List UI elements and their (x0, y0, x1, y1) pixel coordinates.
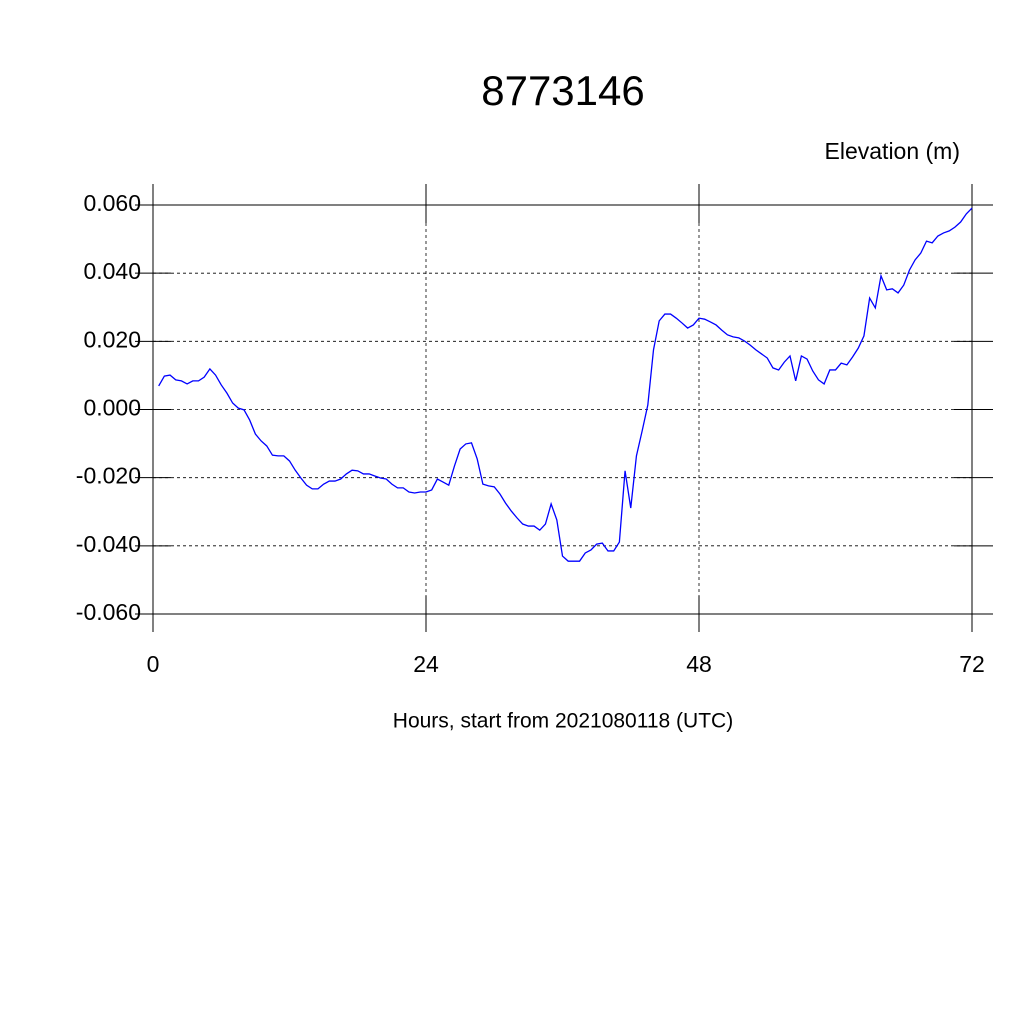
x-tick-label: 24 (413, 651, 439, 677)
y-tick-label: 0.000 (83, 395, 141, 421)
y-tick-label: 0.040 (83, 258, 141, 284)
x-axis-label: Hours, start from 2021080118 (UTC) (393, 710, 733, 733)
x-tick-label: 72 (959, 651, 985, 677)
chart-title: 8773146 (481, 67, 645, 114)
x-tick-label: 0 (147, 651, 160, 677)
y-tick-label: -0.060 (76, 599, 141, 625)
x-tick-label: 48 (686, 651, 712, 677)
data-line (158, 207, 973, 562)
y-tick-label: 0.020 (83, 326, 141, 352)
y-tick-label: 0.060 (83, 190, 141, 216)
y-axis-label: Elevation (m) (825, 138, 960, 164)
y-tick-label: -0.040 (76, 531, 141, 557)
y-tick-label: -0.020 (76, 463, 141, 489)
